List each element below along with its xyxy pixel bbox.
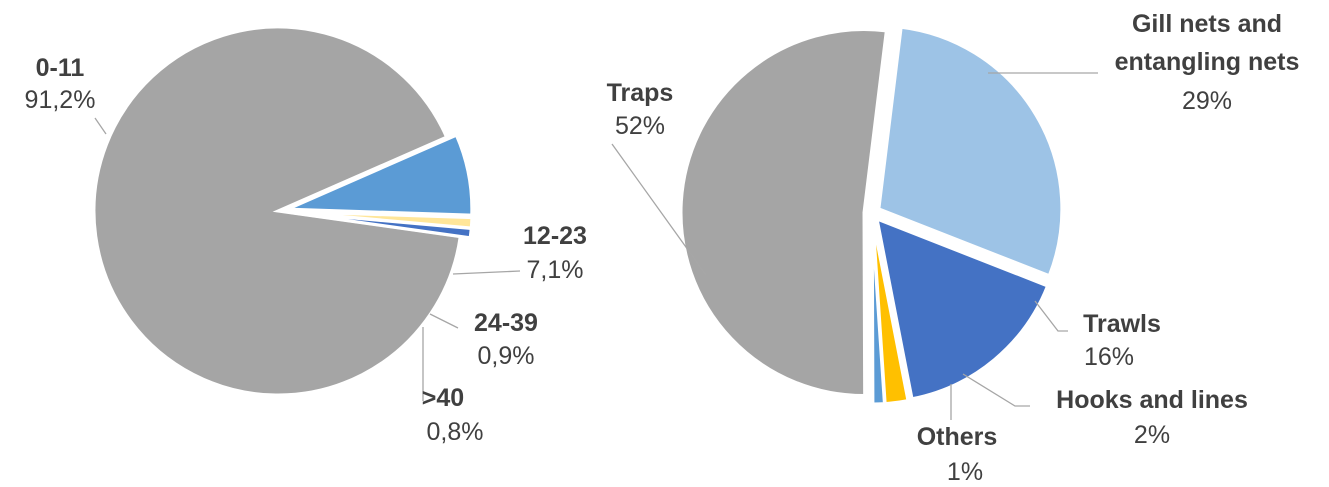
- slice-label-others: Others: [917, 423, 998, 451]
- slice-label-trawls: Trawls: [1083, 310, 1161, 338]
- slice-len-12-23[interactable]: [287, 133, 474, 217]
- slice-value-24-39: 0,9%: [478, 342, 535, 370]
- slice-gear-gill-nets-and-entangling-nets[interactable]: [877, 25, 1064, 278]
- slice-len-40[interactable]: [287, 210, 473, 240]
- slice-value-gill-nets-and-entangling-nets: 29%: [1182, 87, 1232, 115]
- slice-value-traps: 52%: [615, 112, 665, 140]
- slice-label-24-39: 24-39: [474, 309, 538, 337]
- slice-value-40: 0,8%: [427, 418, 484, 446]
- slice-label-0-11: 0-11: [36, 54, 85, 82]
- leader-line-traps: [611, 143, 707, 276]
- pie-chart-gear-types: [679, 25, 1064, 406]
- slice-value-hooks-and-lines: 2%: [1134, 421, 1170, 449]
- pie-chart-length-classes: [92, 25, 474, 397]
- slice-label-12-23: 12-23: [523, 222, 587, 250]
- slice-gear-trawls[interactable]: [875, 216, 1050, 401]
- leader-line-24-39: [429, 313, 459, 329]
- slice-label-40: >40: [422, 384, 464, 412]
- slice-label-gill-nets-and-entangling-nets-line1: Gill nets and: [1132, 10, 1282, 38]
- leader-line-trawls: [1034, 300, 1068, 332]
- slice-label-hooks-and-lines: Hooks and lines: [1056, 386, 1248, 414]
- slice-value-12-23: 7,1%: [527, 256, 584, 284]
- slice-value-trawls: 16%: [1084, 343, 1134, 371]
- slice-label-traps: Traps: [607, 79, 674, 107]
- slice-len-0-11[interactable]: [92, 25, 462, 397]
- slice-label-gill-nets-and-entangling-nets-line2: entangling nets: [1115, 48, 1300, 76]
- leader-line-0-11: [94, 117, 107, 135]
- slice-value-0-11: 91,2%: [25, 86, 96, 114]
- slice-value-others: 1%: [947, 458, 983, 486]
- pie-labels: 0-11 91,2% 12-23 7,1% 24-39 0,9% >40 0,8% Gill n…: [25, 10, 1300, 486]
- slice-gear-traps[interactable]: [679, 28, 888, 398]
- leader-line-hooks-and-lines: [962, 373, 1030, 407]
- slice-gear-others[interactable]: [870, 220, 887, 406]
- leader-line-12-23: [452, 270, 521, 275]
